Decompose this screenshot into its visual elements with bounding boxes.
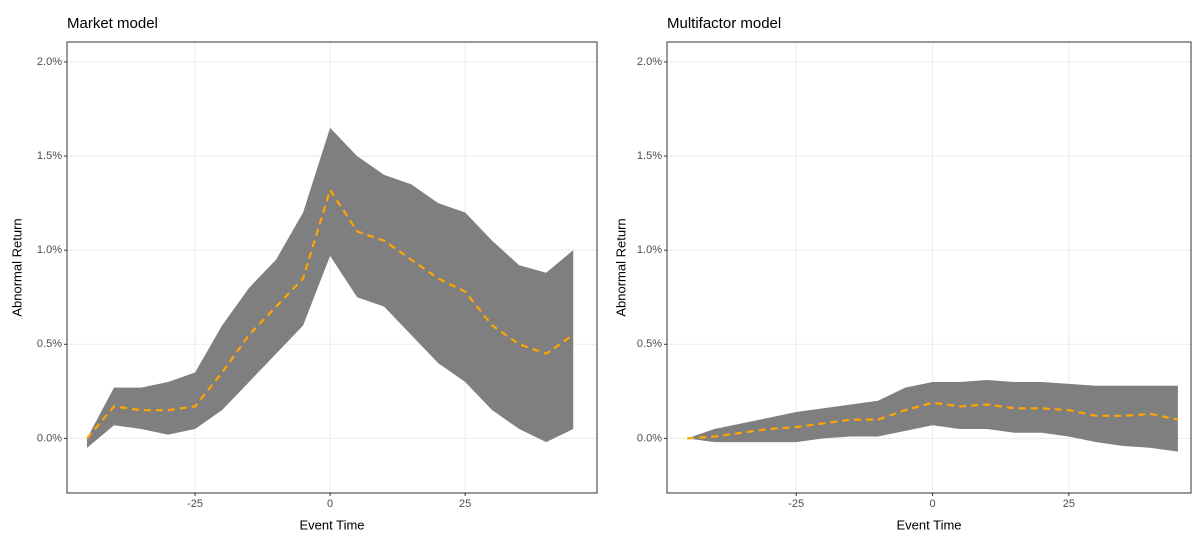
- confidence-band: [687, 380, 1178, 452]
- x-tick-label: 0: [327, 498, 333, 510]
- y-tick-label: 0.0%: [37, 432, 62, 444]
- y-tick-label: 1.5%: [37, 150, 62, 162]
- y-tick-label: 2.0%: [37, 56, 62, 68]
- y-axis-title: Abnormal Return: [9, 218, 24, 316]
- x-tick-label: 25: [1063, 498, 1075, 510]
- x-axis-title: Event Time: [299, 517, 364, 532]
- y-tick-label: 0.5%: [637, 338, 662, 350]
- mean-line: [86, 187, 574, 440]
- x-tick-label: -25: [788, 498, 804, 510]
- mean-line: [687, 401, 1179, 440]
- plot-border: [666, 41, 1192, 494]
- y-tick-label: 1.5%: [637, 150, 662, 162]
- y-axis-title: Abnormal Return: [613, 218, 628, 316]
- panel: 0.0% 0.5% 1.0% 1.5% 2.0% -25 0 25 Multifactor mo…: [613, 15, 1192, 532]
- chart-title: Market model: [67, 15, 158, 32]
- x-tick-label: -25: [187, 498, 203, 510]
- chart-title: Multifactor model: [667, 15, 781, 32]
- x-tick-label: 0: [929, 498, 935, 510]
- y-tick-label: 0.5%: [37, 338, 62, 350]
- plot-border: [66, 41, 598, 494]
- confidence-band: [86, 127, 574, 448]
- x-axis-title: Event Time: [896, 517, 961, 532]
- y-tick-label: 2.0%: [637, 56, 662, 68]
- y-tick-label: 0.0%: [637, 432, 662, 444]
- x-tick-label: 25: [459, 498, 471, 510]
- y-tick-label: 1.0%: [37, 244, 62, 256]
- y-tick-label: 1.0%: [637, 244, 662, 256]
- panel: 0.0% 0.5% 1.0% 1.5% 2.0% -25 0 25 Market model Ev…: [9, 15, 598, 532]
